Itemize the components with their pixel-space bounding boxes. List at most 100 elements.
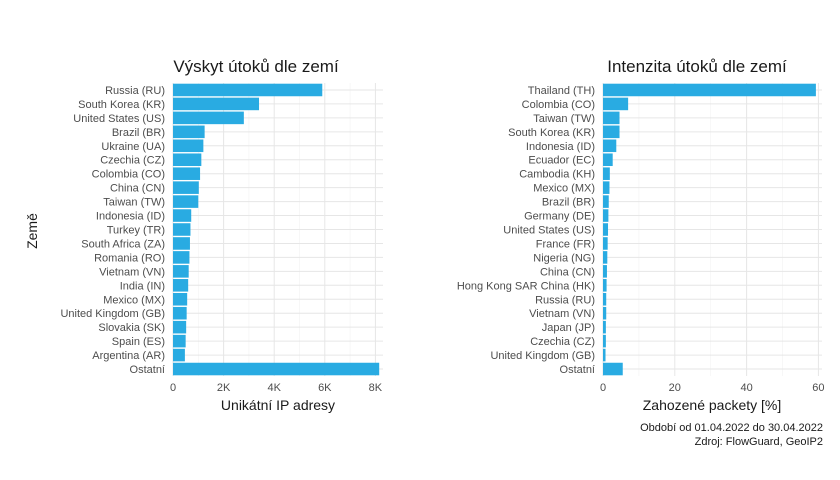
category-label: South Korea (KR) [78,99,165,111]
bar [603,181,610,194]
bar [603,348,606,362]
x-tick-label: 0 [170,382,176,394]
bar [603,362,623,376]
bar [173,306,187,320]
category-label: Mexico (MX) [533,183,595,195]
bar [173,125,205,139]
caption-period: Období od 01.04.2022 do 30.04.2022 [640,422,823,434]
bar [603,292,607,306]
bar [173,195,199,208]
category-label: China (CN) [110,183,165,195]
category-label: Vietnam (VN) [99,266,165,278]
bar [603,139,617,153]
bar [173,279,189,292]
bar [603,153,613,167]
x-tick-label: 4K [267,382,281,394]
bar [173,334,186,348]
chart-title: Intenzita útoků dle zemí [607,57,787,76]
bar [173,237,190,250]
category-label: Turkey (TR) [107,225,165,237]
x-tick-label: 8K [369,382,383,394]
category-label: India (IN) [120,280,165,292]
x-tick-label: 60 [812,382,824,394]
x-tick-label: 20 [669,382,681,394]
category-label: Russia (RU) [105,85,165,97]
category-label: Ostatní [560,364,595,376]
category-label: Brazil (BR) [542,197,595,209]
category-label: Thailand (TH) [528,85,595,97]
bar [603,251,608,264]
category-label: Argentina (AR) [92,350,165,362]
bar [173,223,191,236]
bar [173,181,199,194]
category-label: France (FR) [536,238,595,250]
bar [173,111,244,125]
category-label: Czechia (CZ) [530,336,595,348]
category-label: Ecuador (EC) [528,155,595,167]
category-label: Czechia (CZ) [100,155,165,167]
category-label: South Korea (KR) [508,127,595,139]
category-label: United States (US) [73,113,165,125]
category-label: Slovakia (SK) [98,322,165,334]
bar [603,279,607,292]
bar [173,139,204,153]
category-label: United Kingdom (GB) [60,308,165,320]
x-tick-label: 2K [217,382,231,394]
chart-title: Výskyt útoků dle zemí [173,57,339,76]
bar [603,334,606,348]
category-label: South Africa (ZA) [81,238,165,250]
caption-source: Zdroj: FlowGuard, GeoIP2 [695,436,823,448]
category-label: Mexico (MX) [103,294,165,306]
bar [173,348,185,362]
bar [173,209,192,222]
bar [173,362,380,376]
x-tick-label: 0 [600,382,606,394]
bar [603,97,629,111]
category-label: Indonesia (ID) [526,141,595,153]
bar [603,167,610,180]
bar [603,83,816,97]
bar [603,237,608,250]
x-tick-label: 40 [740,382,752,394]
category-label: Taiwan (TW) [533,113,595,125]
category-label: Romania (RO) [94,252,165,264]
category-label: Ostatní [130,364,165,376]
category-label: United Kingdom (GB) [490,350,595,362]
category-label: Taiwan (TW) [103,197,165,209]
x-axis-title: Unikátní IP adresy [221,397,335,413]
category-label: Colombia (CO) [522,99,595,111]
bar [173,83,323,97]
bar [173,265,189,278]
bar [173,97,260,111]
bar [173,292,188,306]
category-label: Germany (DE) [524,211,595,223]
x-axis-title: Zahozené packety [%] [643,397,782,413]
bar [603,265,607,278]
category-label: Cambodia (KH) [519,169,595,181]
bar [603,223,609,236]
chart-panel-right: Thailand (TH) Colombia (CO) Taiwan (TW) Sou… [457,57,825,413]
category-label: Vietnam (VN) [529,308,595,320]
bar [603,320,606,334]
bar [173,167,201,180]
category-label: Hong Kong SAR China (HK) [457,280,595,292]
bar [173,153,202,167]
category-label: Russia (RU) [535,294,595,306]
bar [603,195,609,208]
bar [603,306,607,320]
category-label: Brazil (BR) [112,127,165,139]
bar [603,209,609,222]
category-label: Colombia (CO) [92,169,165,181]
y-axis-title: Země [24,213,40,249]
category-label: China (CN) [540,266,595,278]
bar [173,320,187,334]
category-label: Nigeria (NG) [533,252,595,264]
bar [603,125,620,139]
category-label: United States (US) [503,225,595,237]
chart-panel-left: Russia (RU) South Korea (KR) United States… [24,57,383,413]
category-label: Japan (JP) [542,322,595,334]
x-tick-label: 6K [318,382,332,394]
bar [603,111,620,125]
category-label: Indonesia (ID) [96,211,165,223]
